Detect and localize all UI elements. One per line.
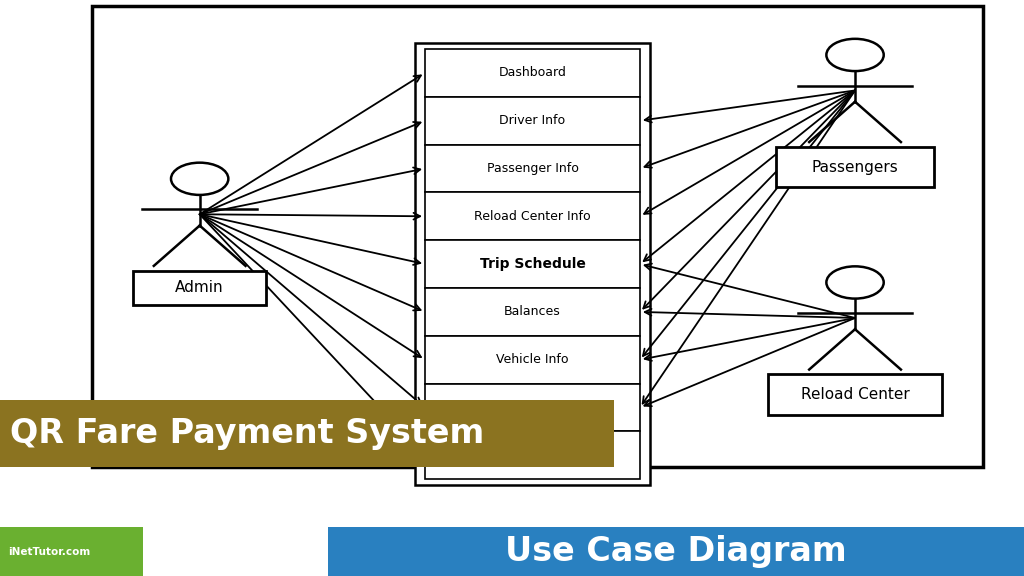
Text: Database Backup: Database Backup [477, 449, 588, 462]
Text: Vehicle Info: Vehicle Info [497, 353, 568, 366]
Text: Balances: Balances [504, 305, 561, 319]
Bar [425, 336, 640, 384]
Bar [0, 527, 143, 576]
Bar [425, 384, 640, 431]
Text: Reload Center Info: Reload Center Info [474, 210, 591, 223]
Bar [133, 271, 266, 305]
Bar [415, 43, 650, 485]
Text: Passenger Info: Passenger Info [486, 162, 579, 175]
Bar [425, 97, 640, 145]
Bar [776, 147, 934, 187]
Text: Use Case Diagram: Use Case Diagram [505, 535, 847, 568]
Text: Trip Schedule: Trip Schedule [479, 257, 586, 271]
Text: iNetTutor.com: iNetTutor.com [8, 547, 90, 556]
Text: Admin: Admin [175, 281, 224, 295]
Bar [425, 288, 640, 336]
Bar [425, 145, 640, 192]
Bar [425, 431, 640, 479]
Text: Reports: Reports [509, 401, 556, 414]
Text: Passengers: Passengers [812, 160, 898, 175]
Bar [425, 240, 640, 288]
Text: Dashboard: Dashboard [499, 66, 566, 79]
Text: Reload Center: Reload Center [801, 387, 909, 402]
Bar [92, 6, 983, 467]
Bar [425, 192, 640, 240]
Text: QR Fare Payment System: QR Fare Payment System [10, 417, 484, 450]
Bar [768, 374, 942, 415]
Bar [328, 527, 1024, 576]
Bar [0, 400, 614, 467]
Text: Driver Info: Driver Info [500, 114, 565, 127]
Bar [425, 49, 640, 97]
